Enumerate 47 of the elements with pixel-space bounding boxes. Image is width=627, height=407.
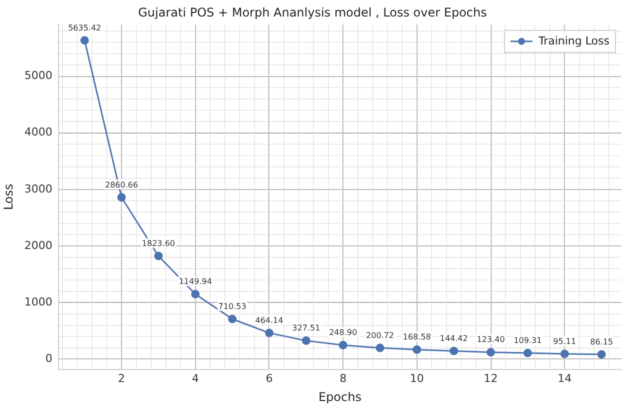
point: [450, 346, 458, 356]
data-label: 464.14: [255, 316, 284, 325]
y-axis-title: Loss: [1, 184, 16, 210]
x-axis-title: Epochs: [318, 390, 362, 404]
point: [376, 344, 384, 352]
data-label: 327.51: [292, 324, 320, 333]
y-tick-label: 1000: [24, 295, 52, 308]
point: [523, 348, 532, 358]
point: [597, 350, 606, 359]
point: [228, 314, 237, 324]
data-label: 5635.42: [68, 23, 102, 32]
chart-title: Gujarati POS + Morph Ananlysis model , Loss over Epochs: [138, 5, 487, 20]
point: [264, 328, 274, 338]
data-label: 95.11: [553, 336, 576, 346]
data-label: 1149.94: [178, 277, 212, 286]
data-label: 2860.66: [104, 180, 138, 190]
data-label: 86.15: [590, 337, 614, 346]
point: [412, 345, 422, 354]
y-tick-label: 4000: [24, 126, 52, 139]
point: [560, 350, 569, 358]
y-tick-label: 3000: [24, 182, 52, 196]
data-label: 248.90: [329, 328, 358, 338]
legend-label: Training Loss: [537, 34, 610, 48]
data-label: 1823.60: [142, 239, 176, 248]
x-tick-label: 6: [266, 372, 273, 385]
data-label: 109.31: [514, 336, 542, 346]
data-label: 710.53: [218, 302, 246, 312]
point: [338, 340, 348, 350]
point: [154, 252, 163, 260]
y-tick-label: 2000: [24, 238, 52, 252]
point: [191, 290, 200, 298]
data-label: 144.42: [440, 334, 468, 344]
data-label: 200.72: [366, 330, 394, 340]
x-tick-label: 12: [484, 372, 498, 385]
x-tick-label: 14: [558, 372, 572, 385]
x-tick-label: 10: [410, 372, 424, 385]
y-tick-label: 0: [45, 352, 52, 366]
point: [486, 348, 496, 356]
point: [80, 36, 89, 45]
point: [117, 193, 126, 202]
x-tick-label: 4: [192, 372, 199, 385]
data-label: 123.40: [476, 335, 505, 344]
y-tick-label: 5000: [24, 69, 52, 82]
x-tick-label: 8: [340, 372, 347, 385]
point: [302, 336, 310, 345]
data-label: 168.58: [402, 332, 431, 342]
x-tick-label: 2: [118, 372, 126, 385]
